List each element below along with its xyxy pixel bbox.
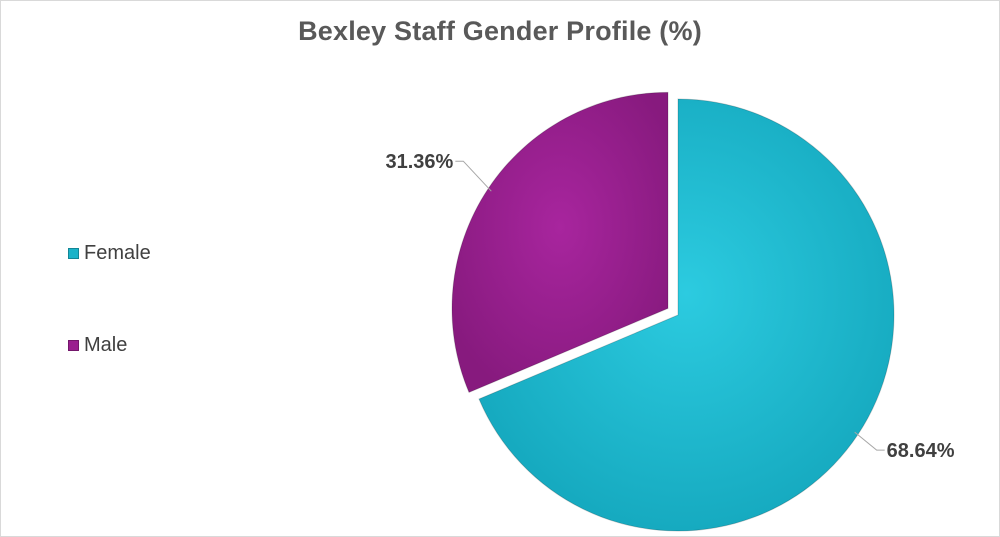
leader-line-male: [455, 160, 492, 192]
leader-line-female: [854, 431, 885, 451]
legend-item-female: Female: [68, 240, 151, 266]
legend-swatch-female: [68, 247, 79, 259]
pie-slice-male: [451, 91, 669, 394]
data-label-male: 31.36%: [385, 151, 453, 173]
legend-swatch-male: [68, 339, 79, 351]
legend: Female Male: [68, 240, 151, 358]
data-label-female: 68.64%: [887, 440, 955, 462]
chart-title: Bexley Staff Gender Profile (%): [298, 16, 702, 46]
legend-label-male: Male: [84, 333, 128, 356]
legend-item-male: Male: [68, 332, 151, 358]
legend-label-female: Female: [84, 241, 151, 264]
